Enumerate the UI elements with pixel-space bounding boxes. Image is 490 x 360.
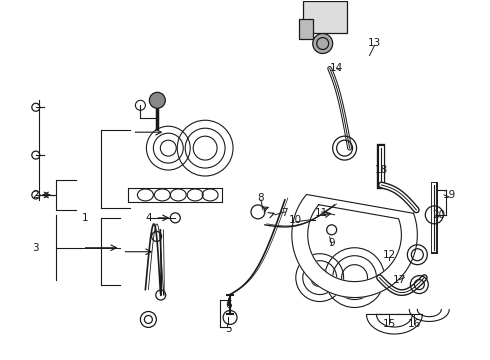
Text: 5: 5 xyxy=(225,324,231,334)
Text: 4: 4 xyxy=(145,213,152,223)
Polygon shape xyxy=(367,315,422,334)
Text: 7: 7 xyxy=(282,208,288,218)
Text: 20: 20 xyxy=(433,210,446,220)
Text: 15: 15 xyxy=(383,319,396,329)
Circle shape xyxy=(313,33,333,54)
Text: 14: 14 xyxy=(330,63,343,73)
Text: 3: 3 xyxy=(32,243,39,253)
Text: 18: 18 xyxy=(375,165,388,175)
Text: 19: 19 xyxy=(442,190,456,200)
Text: 11: 11 xyxy=(315,208,328,218)
Text: 8: 8 xyxy=(258,193,264,203)
FancyBboxPatch shape xyxy=(303,1,346,32)
Text: 16: 16 xyxy=(408,319,421,329)
Text: 2: 2 xyxy=(32,190,39,200)
Text: 9: 9 xyxy=(328,238,335,248)
Circle shape xyxy=(149,92,165,108)
Text: 17: 17 xyxy=(393,275,406,285)
Text: 13: 13 xyxy=(368,37,381,48)
Text: 10: 10 xyxy=(289,215,302,225)
Text: 6: 6 xyxy=(225,300,231,310)
FancyBboxPatch shape xyxy=(299,19,313,39)
Text: 1: 1 xyxy=(82,213,89,223)
Polygon shape xyxy=(409,310,449,321)
Text: 12: 12 xyxy=(383,250,396,260)
Polygon shape xyxy=(292,194,417,298)
